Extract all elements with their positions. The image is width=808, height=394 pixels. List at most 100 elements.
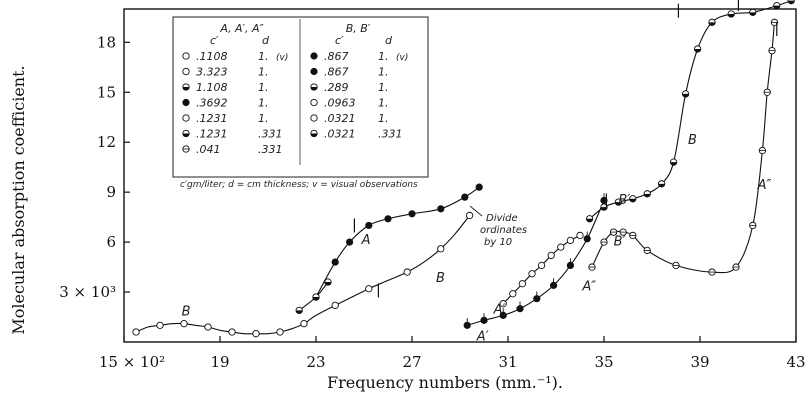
- point-half-fill: [682, 93, 689, 98]
- data-point: [408, 210, 416, 218]
- annotation-divide: Divide: [486, 213, 518, 224]
- y-tick-label: 15: [97, 83, 116, 101]
- legend-b-d: 1.: [378, 50, 389, 63]
- legend-a-d: 1.: [258, 112, 269, 125]
- data-point: [310, 98, 318, 107]
- annotation-by-10: by 10: [484, 237, 512, 248]
- point-half-fill: [629, 198, 636, 203]
- point-half-fill: [670, 162, 677, 166]
- legend-a-c: 3.323: [196, 66, 228, 79]
- data-point: [463, 321, 471, 329]
- data-point: [276, 328, 284, 336]
- point-half-fill: [310, 87, 318, 91]
- data-point: [566, 261, 575, 270]
- data-point: [437, 205, 445, 213]
- data-point: [182, 98, 190, 107]
- point-half-fill: [600, 207, 608, 211]
- data-point: [228, 328, 236, 336]
- data-point: [331, 258, 339, 266]
- point-half-fill: [182, 133, 190, 137]
- y-axis-title: Molecular absorption coefficient.: [9, 65, 28, 334]
- curve-label: B′: [618, 193, 630, 208]
- legend-a-c: .041: [196, 143, 221, 156]
- data-point: [537, 261, 546, 270]
- data-point: [182, 114, 190, 122]
- legend-a-c: .1108: [196, 50, 228, 63]
- curve-label: A: [361, 233, 371, 248]
- legend-b-d: 1.: [378, 97, 389, 110]
- data-point: [549, 281, 558, 289]
- x-axis-title: Frequency numbers (mm.⁻¹).: [327, 373, 563, 392]
- data-point: [182, 67, 190, 76]
- legend-b-d: 1.: [378, 112, 389, 125]
- point-half-fill: [728, 13, 735, 18]
- data-point: [331, 301, 339, 310]
- data-point: [132, 328, 140, 336]
- data-point: [509, 290, 517, 298]
- data-point: [516, 305, 524, 313]
- series-points: [132, 0, 795, 338]
- point-half-fill: [296, 310, 303, 314]
- axis-ticks: 15 × 10² 19 23 27 31 35 39 43 3 × 10³ 6 9 12 15 18: [59, 33, 805, 371]
- legend-footnote: c′gm/liter; d = cm thickness; v = visual…: [180, 180, 418, 190]
- legend-a-c: .1231: [196, 128, 228, 141]
- curve-label: A″: [757, 178, 772, 193]
- curve-label: B: [688, 133, 697, 148]
- data-point: [182, 52, 190, 60]
- x-tick-label: 27: [402, 353, 421, 371]
- legend-group-b-header: B, B′: [346, 22, 371, 35]
- data-point: [499, 300, 507, 308]
- data-point: [547, 251, 555, 260]
- legend-a-c: .1231: [196, 112, 228, 125]
- y-tick-label: 18: [97, 33, 116, 51]
- legend-a-d: .331: [258, 143, 283, 156]
- legend-a-c: 1.108: [196, 81, 228, 94]
- point-half-fill: [310, 133, 318, 137]
- data-point: [365, 221, 373, 230]
- data-point: [475, 183, 483, 191]
- curve-label: B′: [614, 234, 626, 249]
- annotation-arrow: [469, 205, 483, 217]
- legend-a-c: .3692: [196, 97, 228, 110]
- legend-a-d: 1.: [258, 66, 269, 79]
- legend-a-d: 1.: [258, 50, 269, 63]
- point-half-fill: [586, 218, 593, 222]
- point-half-fill: [324, 282, 332, 286]
- legend-a-d: 1.: [258, 81, 269, 94]
- curve-label: A′: [476, 329, 489, 344]
- point-half-fill: [788, 0, 795, 4]
- data-point: [310, 67, 318, 76]
- y-tick-label: 12: [97, 133, 116, 151]
- data-point: [465, 211, 474, 220]
- data-point: [365, 285, 373, 293]
- curve-label: B: [182, 304, 191, 319]
- data-point: [528, 270, 536, 278]
- plot-border: [123, 8, 797, 343]
- curve-labels: A B B A′ A′ B′ B B′ A″ A″: [182, 133, 772, 344]
- data-point: [533, 295, 541, 303]
- data-point: [437, 245, 445, 253]
- legend-a-d: 1.: [258, 97, 269, 110]
- data-point: [310, 114, 318, 122]
- data-point: [180, 320, 188, 328]
- point-half-fill: [644, 193, 651, 198]
- data-point: [345, 238, 354, 246]
- legend-rows: .1108 1. (v) 3.323 1. 1.108 1. .3692 1. .1231 1. .1…: [182, 50, 408, 156]
- legend-b-c: .867: [324, 66, 349, 79]
- data-point: [518, 280, 527, 288]
- data-point: [566, 236, 575, 245]
- y-tick-label: 6: [106, 233, 116, 251]
- curve-label: A′: [493, 303, 506, 318]
- legend-a-note: (v): [276, 53, 288, 63]
- data-point: [480, 316, 488, 324]
- legend-box: A, A′, A″ B, B′ c′ d c′ d .1108 1. (v) 3.32…: [172, 16, 429, 190]
- data-point: [252, 330, 260, 338]
- legend-b-c: .0321: [324, 112, 356, 125]
- annotations: Divide ordinates by 10: [469, 205, 527, 248]
- x-tick-label: 15 × 10²: [99, 353, 165, 371]
- legend-col-c-a: c′: [210, 34, 219, 47]
- legend-b-c: .289: [324, 81, 349, 94]
- legend-b-d: 1.: [378, 81, 389, 94]
- legend-b-d: 1.: [378, 66, 389, 79]
